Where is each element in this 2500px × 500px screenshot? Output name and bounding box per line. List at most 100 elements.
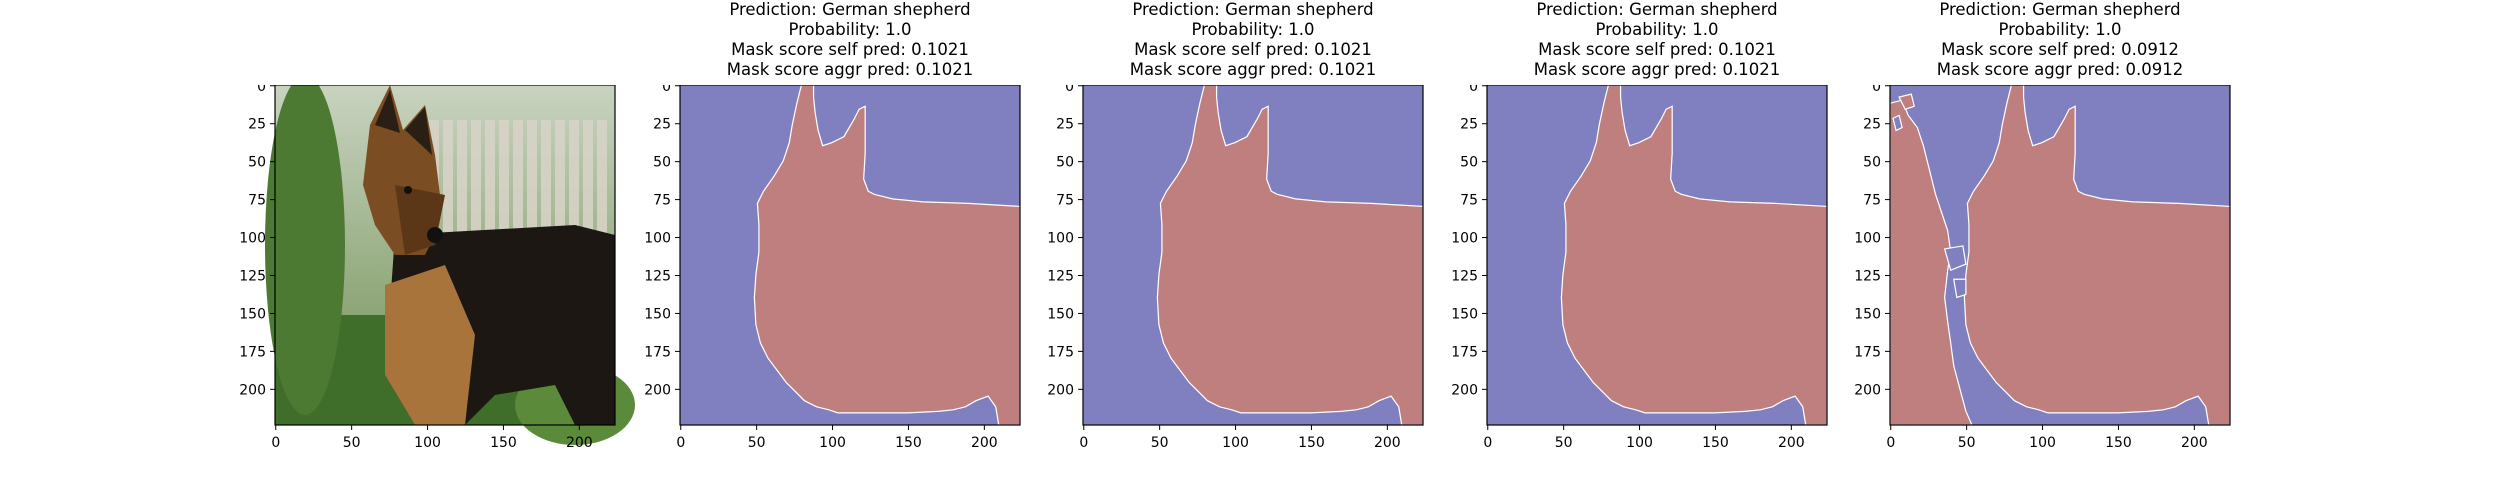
x-tick-label: 200 <box>1778 435 1805 451</box>
title-line: Probability: 1.0 <box>1595 20 1719 39</box>
title-line: Prediction: German shepherd <box>1536 0 1778 19</box>
plot-area: 0 25 50 75 100 125 150 175 200 0 50 100 150 200 <box>1854 85 2231 451</box>
x-tick-label: 100 <box>1222 435 1249 451</box>
y-tick-label: 75 <box>1056 193 1074 209</box>
x-tick-label: 150 <box>490 435 517 451</box>
x-tick-label: 50 <box>1958 435 1976 451</box>
y-tick-label: 150 <box>1047 306 1074 322</box>
title-line: Mask score aggr pred: 0.0912 <box>1936 60 2184 79</box>
y-tick-label: 175 <box>644 344 671 360</box>
plot-area: 0 25 50 75 100 125 150 175 200 0 50 100 150 200 <box>1451 85 1828 451</box>
dog-photo <box>265 85 635 445</box>
y-tick-label: 100 <box>239 231 266 247</box>
axes-frame <box>1082 85 1424 426</box>
x-tick-label: 0 <box>271 435 280 451</box>
x-tick-label: 150 <box>1298 435 1325 451</box>
mask-foreground <box>1560 85 1828 426</box>
y-tick-label: 100 <box>644 231 671 247</box>
x-tick-label: 50 <box>1151 435 1169 451</box>
y-tick-label: 150 <box>1451 306 1478 322</box>
title-line: Mask score aggr pred: 0.1021 <box>1129 60 1377 79</box>
y-tick-label: 175 <box>239 344 266 360</box>
y-tick-label: 25 <box>1863 117 1881 133</box>
y-tick-label: 75 <box>248 193 266 209</box>
x-tick-label: 100 <box>2029 435 2056 451</box>
y-tick-label: 175 <box>1047 344 1074 360</box>
mask-hole <box>1953 278 1967 299</box>
mask-foreground <box>1963 85 2231 426</box>
panel-title: Prediction: German shepherd Probability: … <box>1890 0 2230 80</box>
title-line: Mask score self pred: 0.1021 <box>1134 40 1372 59</box>
x-tick-label: 200 <box>1374 435 1401 451</box>
y-tick-label: 50 <box>1056 155 1074 171</box>
x-tick-label: 150 <box>1702 435 1729 451</box>
title-line: Prediction: German shepherd <box>729 0 971 19</box>
y-tick-label: 125 <box>1451 268 1478 284</box>
y-tick-label: 25 <box>248 117 266 133</box>
y-tick-label: 175 <box>1451 344 1478 360</box>
y-tick-label: 125 <box>239 268 266 284</box>
y-tick-label: 200 <box>644 382 671 398</box>
y-tick-label: 0 <box>1872 85 1881 95</box>
y-tick-label: 50 <box>1460 155 1478 171</box>
x-tick-label: 100 <box>819 435 846 451</box>
y-tick-label: 125 <box>1047 268 1074 284</box>
panel-title: Prediction: German shepherd Probability: … <box>1083 0 1423 80</box>
mask-foreground <box>753 85 1021 426</box>
y-tick-label: 25 <box>653 117 671 133</box>
y-tick-label: 50 <box>1863 155 1881 171</box>
panel-5: Prediction: German shepherd Probability: … <box>1850 0 2231 500</box>
x-tick-label: 150 <box>2105 435 2132 451</box>
mask-hole <box>1943 245 1967 271</box>
panel-2: Prediction: German shepherd Probability: … <box>640 0 1021 500</box>
title-line: Prediction: German shepherd <box>1939 0 2181 19</box>
x-tick-label: 0 <box>1079 435 1088 451</box>
y-tick-label: 75 <box>1863 193 1881 209</box>
plot-area: 0 25 50 75 100 125 150 175 200 0 50 100 150 200 <box>1047 85 1424 451</box>
x-tick-label: 150 <box>895 435 922 451</box>
x-tick-label: 200 <box>2181 435 2208 451</box>
axes-frame <box>274 85 616 426</box>
y-tick-label: 150 <box>239 306 266 322</box>
y-tick-label: 100 <box>1047 231 1074 247</box>
y-tick-label: 150 <box>1854 306 1881 322</box>
x-tick-label: 200 <box>566 435 593 451</box>
y-tick-label: 200 <box>239 382 266 398</box>
y-tick-label: 100 <box>1451 231 1478 247</box>
y-tick-label: 175 <box>1854 344 1881 360</box>
x-tick-label: 0 <box>676 435 685 451</box>
mask-region <box>1898 93 1916 111</box>
panel-4: Prediction: German shepherd Probability: … <box>1447 0 1828 500</box>
y-tick-label: 125 <box>1854 268 1881 284</box>
y-tick-label: 0 <box>1065 85 1074 95</box>
panel-1: 0 25 50 75 100 125 150 175 200 0 50 100 150 200 <box>235 0 635 500</box>
axes-frame <box>1486 85 1828 426</box>
y-tick-label: 100 <box>1854 231 1881 247</box>
title-line: Mask score self pred: 0.0912 <box>1941 40 2179 59</box>
axes-frame <box>679 85 1021 426</box>
x-tick-label: 50 <box>343 435 361 451</box>
title-line: Probability: 1.0 <box>1998 20 2122 39</box>
axes-frame <box>1889 85 2231 426</box>
x-tick-label: 50 <box>1555 435 1573 451</box>
panel-title: Prediction: German shepherd Probability: … <box>1487 0 1827 80</box>
y-tick-label: 200 <box>1854 382 1881 398</box>
title-line: Mask score aggr pred: 0.1021 <box>726 60 974 79</box>
y-tick-label: 75 <box>653 193 671 209</box>
mask-hole <box>1892 114 1903 132</box>
x-tick-label: 0 <box>1483 435 1492 451</box>
title-line: Mask score self pred: 0.1021 <box>731 40 969 59</box>
y-tick-label: 75 <box>1460 193 1478 209</box>
y-tick-label: 125 <box>644 268 671 284</box>
title-line: Probability: 1.0 <box>1191 20 1315 39</box>
title-line: Mask score self pred: 0.1021 <box>1538 40 1776 59</box>
x-tick-label: 50 <box>748 435 766 451</box>
y-tick-label: 150 <box>644 306 671 322</box>
y-tick-label: 0 <box>257 85 266 95</box>
panel-title: Prediction: German shepherd Probability: … <box>680 0 1020 80</box>
x-tick-label: 100 <box>1626 435 1653 451</box>
y-tick-label: 0 <box>1469 85 1478 95</box>
y-tick-label: 25 <box>1056 117 1074 133</box>
y-tick-label: 200 <box>1451 382 1478 398</box>
